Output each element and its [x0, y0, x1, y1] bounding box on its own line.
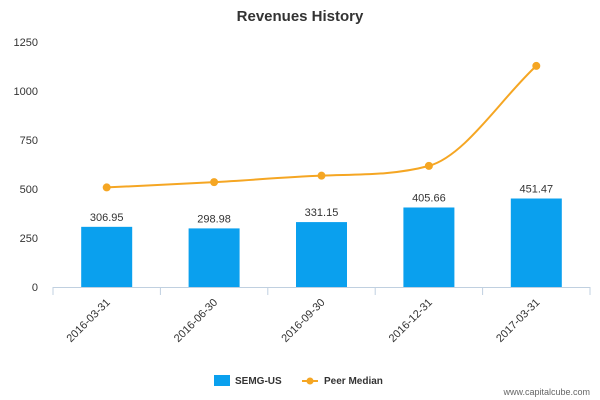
bar[interactable] [81, 226, 133, 287]
y-tick-label: 250 [20, 233, 38, 245]
legend-swatch-marker-peer-median [306, 377, 314, 385]
chart-title: Revenues History [237, 8, 364, 25]
legend-swatch-semg-us [214, 375, 230, 386]
x-axis: 2016-03-31 2016-06-30 2016-09-30 2016-12-31… [52, 287, 591, 345]
bar[interactable] [188, 228, 240, 287]
legend-label-semg-us: SEMG-US [235, 376, 282, 387]
y-axis: 0 250 500 750 1000 1250 [14, 37, 38, 294]
y-tick-label: 1000 [14, 86, 38, 98]
line-point[interactable] [532, 61, 541, 70]
line-point[interactable] [102, 183, 111, 192]
line-point[interactable] [210, 178, 219, 187]
legend: SEMG-US Peer Median [214, 375, 383, 387]
bar-series-semg-us: 306.95 298.98 331.15 405.66 451.47 [81, 184, 562, 287]
bar-value-label: 306.95 [90, 212, 124, 224]
legend-label-peer-median: Peer Median [324, 376, 383, 387]
y-tick-label: 0 [32, 282, 38, 294]
line-point[interactable] [317, 171, 326, 180]
bar[interactable] [403, 207, 455, 287]
bar-value-label: 451.47 [519, 184, 553, 196]
bar-value-label: 331.15 [305, 207, 339, 219]
y-tick-label: 750 [20, 135, 38, 147]
x-tick-label: 2016-03-31 [65, 297, 113, 345]
bar[interactable] [510, 198, 562, 287]
x-tick-label: 2016-12-31 [387, 297, 435, 345]
peer-median-line [106, 65, 537, 189]
legend-item-semg-us[interactable]: SEMG-US [214, 375, 282, 387]
line-series-peer-median [102, 61, 541, 192]
x-tick-label: 2016-09-30 [279, 297, 327, 345]
x-tick-label: 2017-03-31 [494, 297, 542, 345]
credit-text: www.capitalcube.com [502, 387, 590, 397]
y-tick-label: 500 [20, 184, 38, 196]
line-point[interactable] [424, 161, 433, 170]
bar-value-label: 298.98 [197, 213, 231, 225]
bar[interactable] [296, 222, 347, 287]
bar-value-label: 405.66 [412, 192, 446, 204]
x-tick-label: 2016-06-30 [172, 297, 220, 345]
legend-item-peer-median[interactable]: Peer Median [302, 376, 383, 387]
y-tick-label: 1250 [14, 37, 38, 49]
